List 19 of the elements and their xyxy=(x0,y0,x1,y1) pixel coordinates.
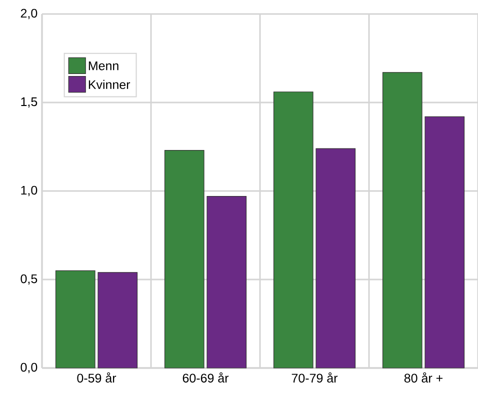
x-tick-label: 70-79 år xyxy=(292,372,338,383)
bar xyxy=(206,196,247,368)
bar xyxy=(273,92,314,368)
bar xyxy=(55,270,96,368)
x-tick-label: 60-69 år xyxy=(182,372,229,383)
legend-label: Kvinner xyxy=(88,80,130,90)
y-tick-label: 0,0 xyxy=(20,362,38,374)
bar xyxy=(382,72,422,368)
y-tick-label: 1,5 xyxy=(21,97,38,108)
y-tick-label: 0,5 xyxy=(20,274,38,285)
legend-label: Menn xyxy=(88,62,118,70)
bar xyxy=(164,150,204,368)
bar xyxy=(316,148,356,368)
bar xyxy=(424,116,465,368)
y-tick-label: 1,0 xyxy=(21,186,38,196)
y-tick-label: 2,0 xyxy=(20,8,38,20)
bar xyxy=(98,272,138,368)
x-tick-label: 80 år + xyxy=(404,372,443,383)
x-tick-label: 0-59 år xyxy=(77,372,116,383)
